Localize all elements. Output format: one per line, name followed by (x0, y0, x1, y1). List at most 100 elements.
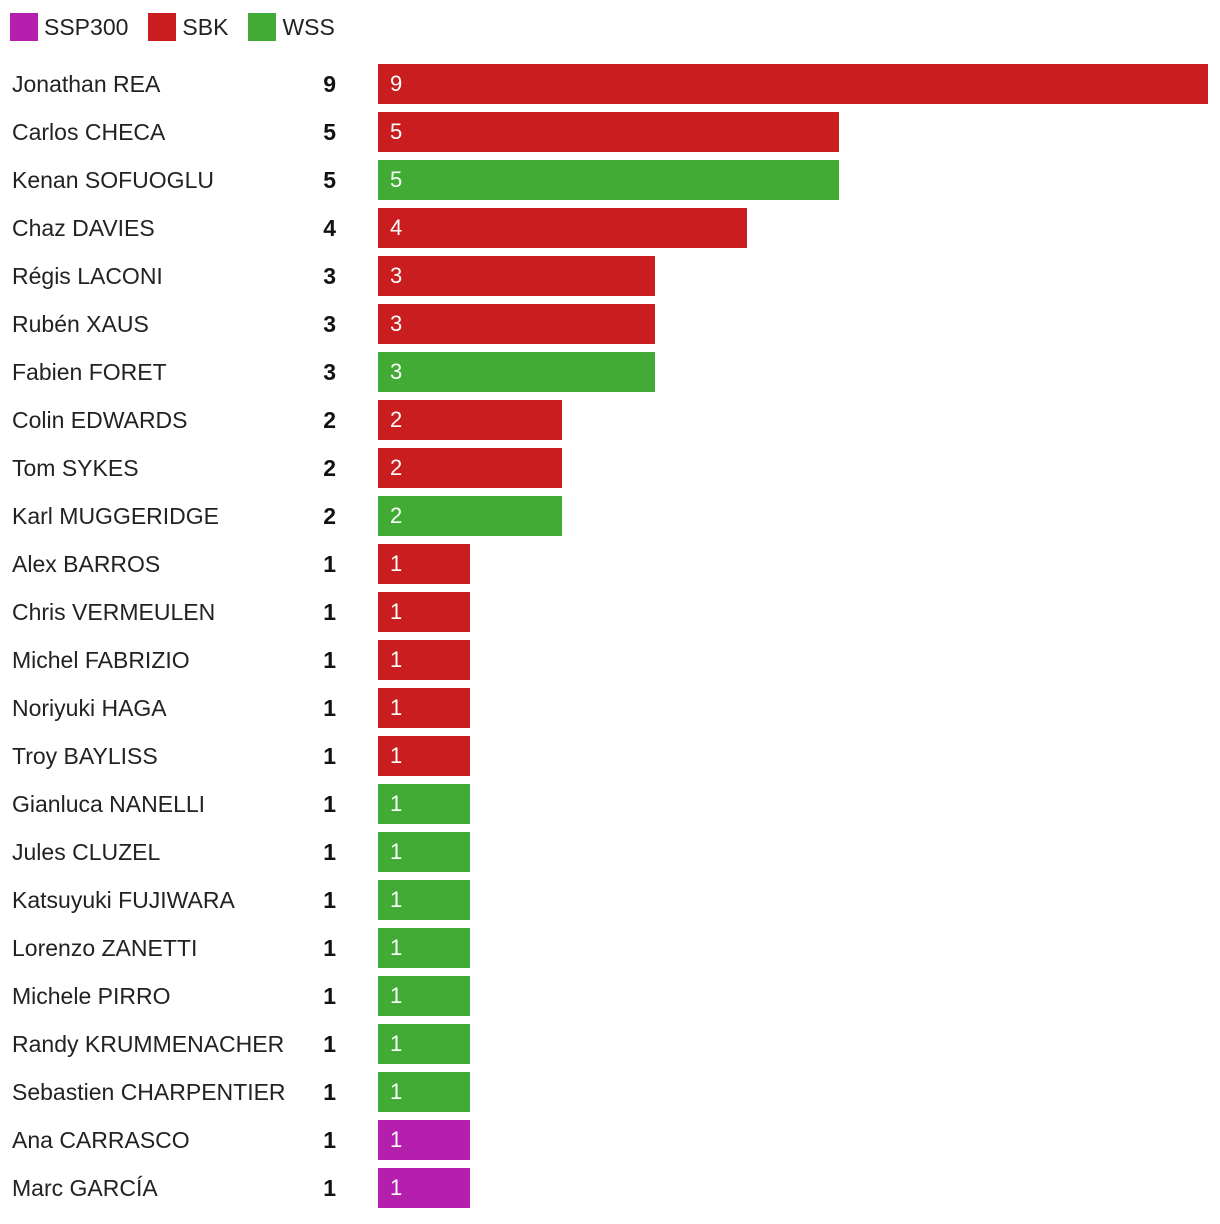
chart-row: Alex BARROS 1 1 (0, 544, 1220, 584)
bar-value-label: 1 (390, 1175, 403, 1200)
category-label: Gianluca NANELLI (12, 791, 206, 817)
category-label: Marc GARCÍA (12, 1175, 158, 1201)
bar-wss: 2 (378, 496, 563, 536)
bar-value-label: 4 (390, 215, 403, 240)
total-value-label: 1 (323, 935, 336, 961)
bar-wss: 1 (378, 928, 471, 968)
chart-row: Gianluca NANELLI 1 1 (0, 784, 1220, 824)
bar-value-label: 3 (390, 359, 403, 384)
legend-swatch (10, 13, 38, 41)
total-value-label: 2 (323, 503, 336, 529)
chart-row: Lorenzo ZANETTI 1 1 (0, 928, 1220, 968)
total-value-label: 1 (323, 1079, 336, 1105)
chart-row: Randy KRUMMENACHER 1 1 (0, 1024, 1220, 1064)
bar-sbk: 4 (378, 208, 747, 248)
bar-value-label: 2 (390, 503, 403, 528)
bar-sbk: 2 (378, 448, 563, 488)
bar-value-label: 1 (390, 647, 403, 672)
total-value-label: 2 (323, 407, 336, 433)
category-label: Chaz DAVIES (12, 215, 155, 241)
bar-wss: 1 (378, 832, 471, 872)
total-value-label: 1 (323, 695, 336, 721)
bar-value-label: 1 (390, 743, 403, 768)
bar-value-label: 1 (390, 695, 403, 720)
chart-row: Noriyuki HAGA 1 1 (0, 688, 1220, 728)
bar-sbk: 9 (378, 64, 1208, 104)
chart-row: Michel FABRIZIO 1 1 (0, 640, 1220, 680)
total-value-label: 5 (323, 119, 336, 145)
total-value-label: 4 (323, 215, 336, 241)
chart-row: Jonathan REA 9 9 (0, 64, 1220, 104)
chart-row: Jules CLUZEL 1 1 (0, 832, 1220, 872)
chart-row: Karl MUGGERIDGE 2 2 (0, 496, 1220, 536)
bar-wss: 1 (378, 784, 471, 824)
chart-row: Marc GARCÍA 1 1 (0, 1168, 1220, 1208)
bar-value-label: 5 (390, 167, 403, 192)
legend-label: SBK (182, 13, 229, 40)
bar-value-label: 1 (390, 599, 403, 624)
total-value-label: 1 (323, 791, 336, 817)
bar-wss: 3 (378, 352, 655, 392)
bar-ssp300: 1 (378, 1120, 471, 1160)
legend-item-sbk: SBK (148, 13, 228, 41)
total-value-label: 5 (323, 167, 336, 193)
bar-wss: 1 (378, 1024, 471, 1064)
category-label: Sebastien CHARPENTIER (12, 1079, 286, 1105)
chart-row: Troy BAYLISS 1 1 (0, 736, 1220, 776)
category-label: Alex BARROS (12, 551, 161, 577)
bar-sbk: 2 (378, 400, 563, 440)
bar-value-label: 1 (390, 983, 403, 1008)
bar-value-label: 1 (390, 551, 403, 576)
chart-row: Ana CARRASCO 1 1 (0, 1120, 1220, 1160)
legend-item-wss: WSS (248, 13, 335, 41)
category-label: Colin EDWARDS (12, 407, 188, 433)
total-value-label: 1 (323, 839, 336, 865)
chart-row: Tom SYKES 2 2 (0, 448, 1220, 488)
legend-swatch (148, 13, 177, 41)
bar-value-label: 1 (390, 791, 403, 816)
category-label: Fabien FORET (12, 359, 167, 385)
bar-value-label: 1 (390, 839, 403, 864)
bar-sbk: 5 (378, 112, 840, 152)
chart-row: Carlos CHECA 5 5 (0, 112, 1220, 152)
bar-sbk: 1 (378, 688, 471, 728)
chart-row: Régis LACONI 3 3 (0, 256, 1220, 296)
total-value-label: 1 (323, 1127, 336, 1153)
legend-item-ssp300: SSP300 (10, 13, 128, 41)
total-value-label: 1 (323, 1175, 336, 1201)
chart-row: Fabien FORET 3 3 (0, 352, 1220, 392)
bar-value-label: 1 (390, 1127, 403, 1152)
total-value-label: 1 (323, 647, 336, 673)
category-label: Michele PIRRO (12, 983, 171, 1009)
bar-wss: 1 (378, 976, 471, 1016)
chart-row: Chris VERMEULEN 1 1 (0, 592, 1220, 632)
chart-row: Colin EDWARDS 2 2 (0, 400, 1220, 440)
bar-wss: 1 (378, 880, 471, 920)
category-label: Michel FABRIZIO (12, 647, 190, 673)
bar-sbk: 1 (378, 544, 471, 584)
legend-label: WSS (282, 13, 335, 40)
chart-row: Chaz DAVIES 4 4 (0, 208, 1220, 248)
bar-value-label: 3 (390, 263, 403, 288)
chart-row: Kenan SOFUOGLU 5 5 (0, 160, 1220, 200)
bar-sbk: 3 (378, 304, 655, 344)
chart-row: Rubén XAUS 3 3 (0, 304, 1220, 344)
category-label: Karl MUGGERIDGE (12, 503, 220, 529)
category-label: Troy BAYLISS (12, 743, 158, 769)
bar-value-label: 3 (390, 311, 403, 336)
bar-value-label: 2 (390, 407, 403, 432)
total-value-label: 1 (323, 1031, 336, 1057)
category-label: Lorenzo ZANETTI (12, 935, 198, 961)
legend-swatch (248, 13, 277, 41)
bar-value-label: 1 (390, 1079, 403, 1104)
bar-value-label: 9 (390, 71, 403, 96)
bar-wss: 5 (378, 160, 840, 200)
category-label: Régis LACONI (12, 263, 163, 289)
category-label: Ana CARRASCO (12, 1127, 190, 1153)
category-label: Rubén XAUS (12, 311, 149, 337)
bar-ssp300: 1 (378, 1168, 471, 1208)
total-value-label: 2 (323, 455, 336, 481)
category-label: Randy KRUMMENACHER (12, 1031, 285, 1057)
total-value-label: 3 (323, 359, 336, 385)
category-label: Noriyuki HAGA (12, 695, 167, 721)
